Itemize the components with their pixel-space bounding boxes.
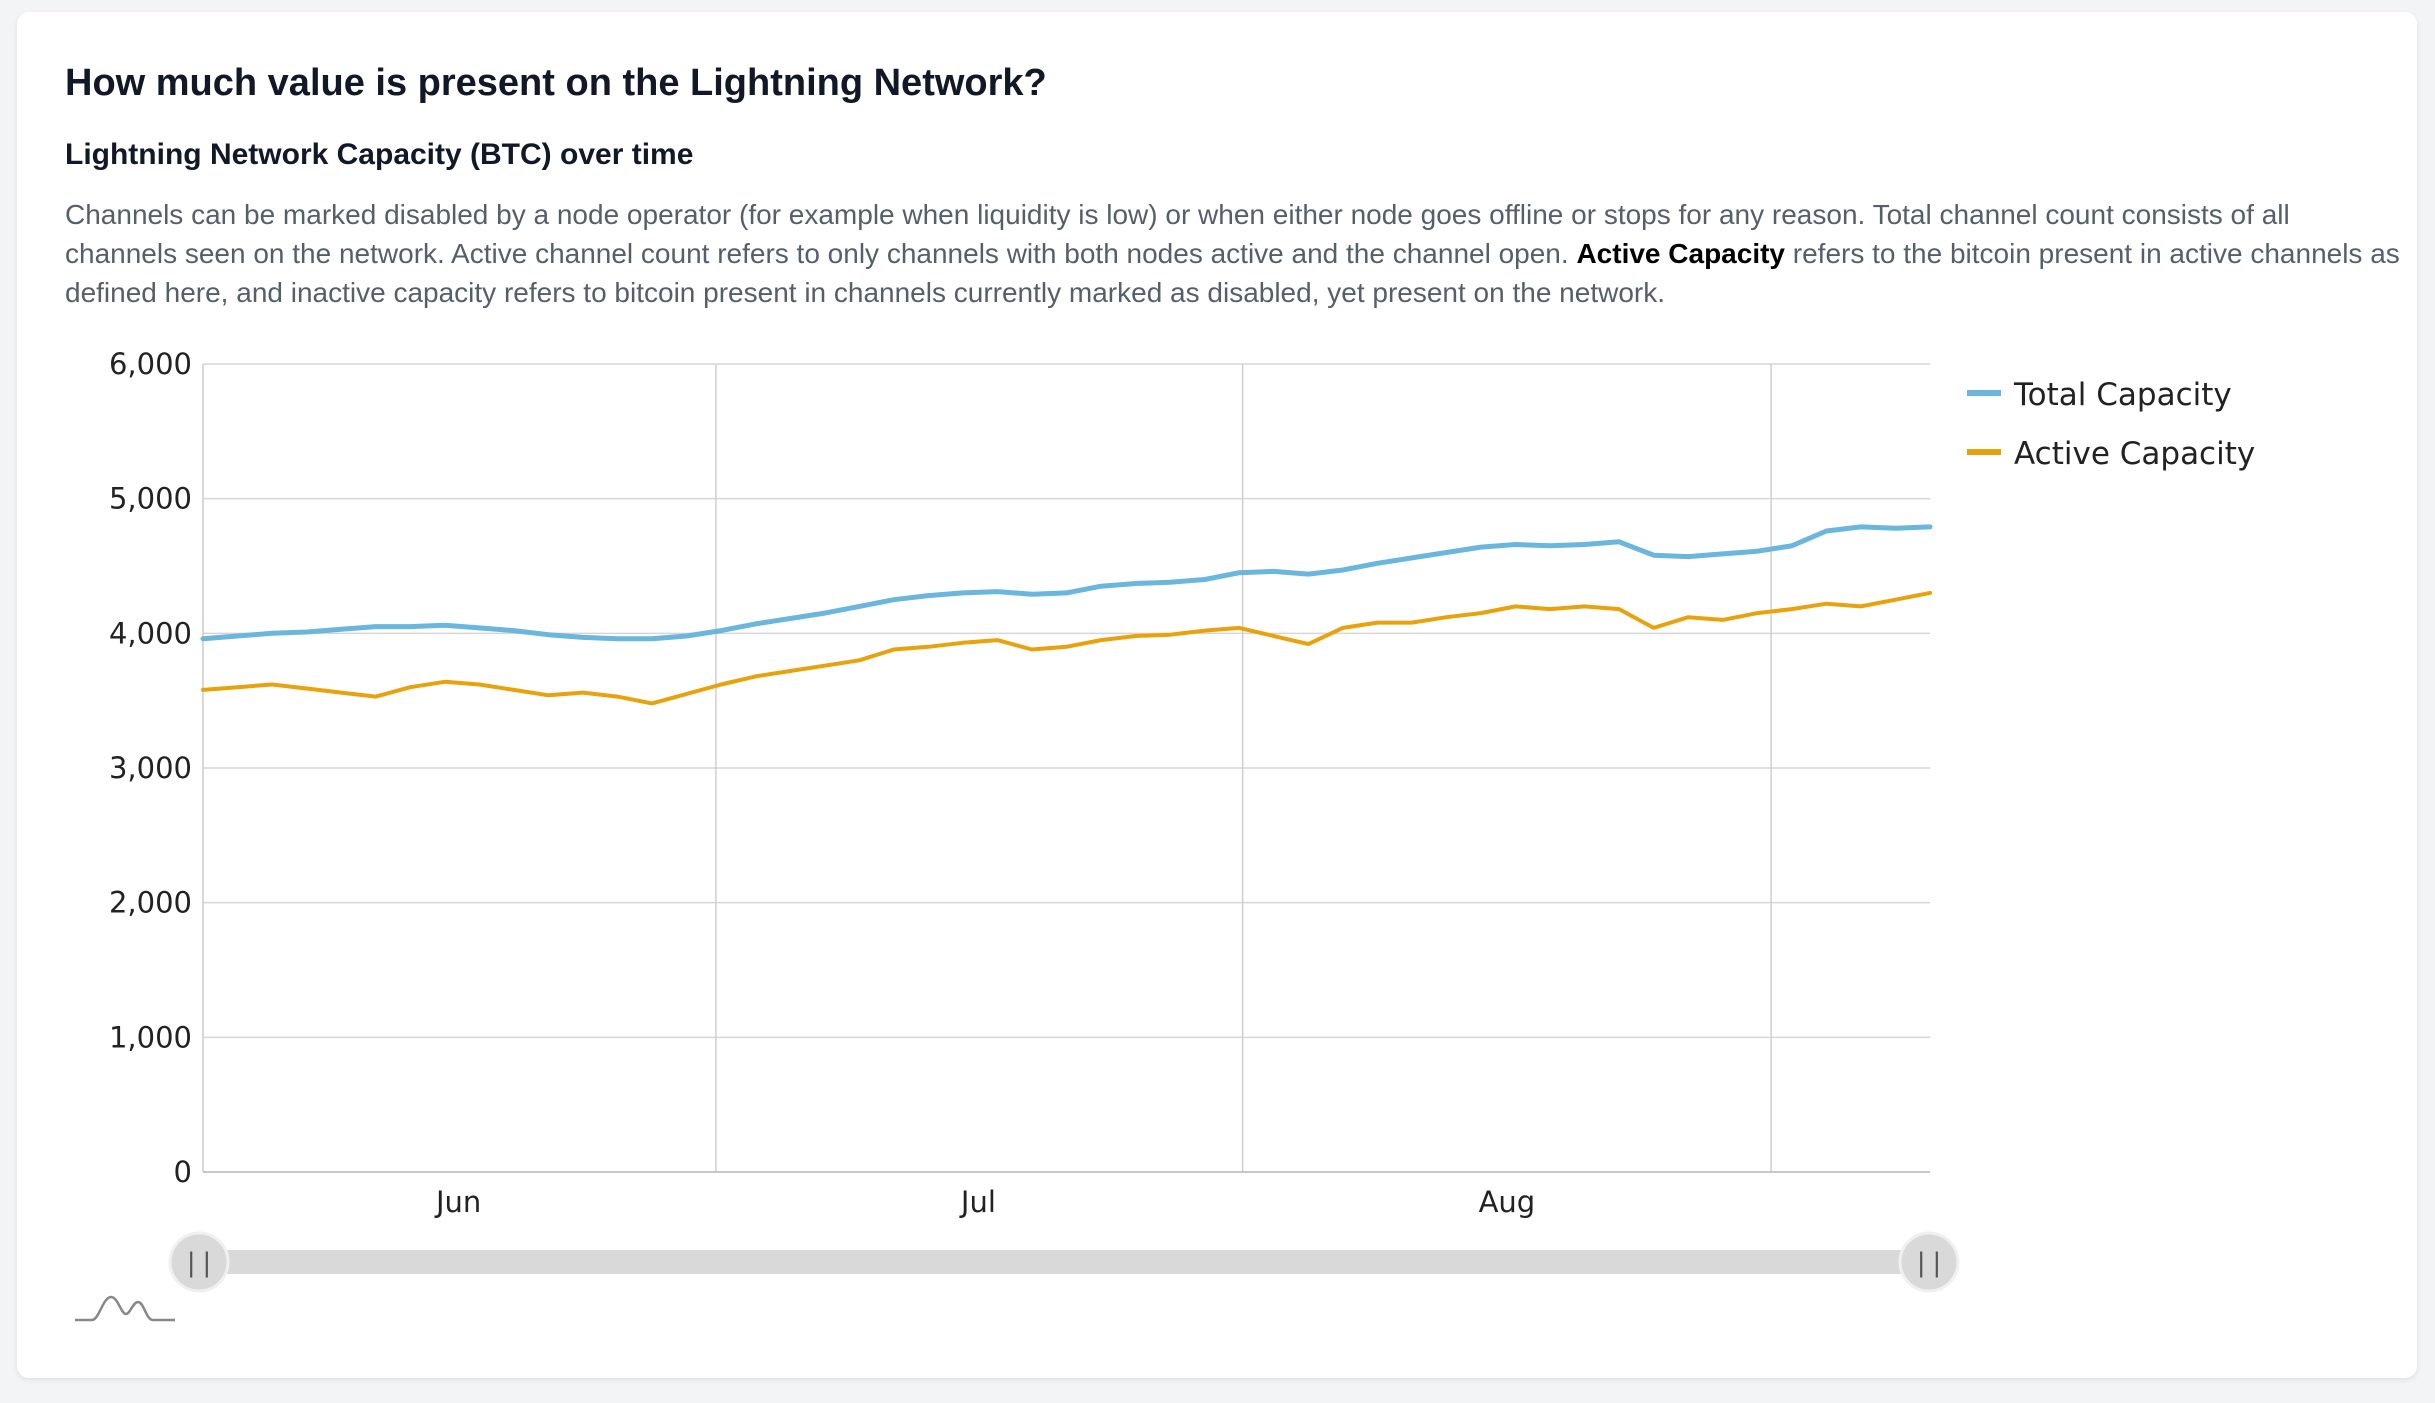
series-line-total-capacity[interactable] bbox=[200, 524, 1933, 642]
legend-item-active[interactable]: Active Capacity bbox=[1967, 436, 2255, 472]
x-tick-label: Aug bbox=[1479, 1185, 1536, 1219]
chart-subtitle: Lightning Network Capacity (BTC) over ti… bbox=[65, 138, 694, 171]
series-layer bbox=[200, 524, 1933, 706]
series-line-active-capacity[interactable] bbox=[201, 590, 1932, 706]
legend-item-total[interactable]: Total Capacity bbox=[1967, 377, 2232, 413]
y-tick-label: 3,000 bbox=[109, 751, 192, 785]
capacity-chart: 0 1,000 2,000 3,000 4,000 5,000 6,000 Jun Jul Aug… bbox=[75, 347, 2255, 1322]
y-tick-label: 4,000 bbox=[109, 616, 192, 650]
x-tick-label: Jul bbox=[959, 1185, 996, 1219]
zoom-track[interactable] bbox=[199, 1250, 1945, 1274]
zoom-handle-left-knob[interactable] bbox=[168, 1231, 230, 1293]
y-tick-label: 2,000 bbox=[109, 886, 192, 920]
y-tick-label: 0 bbox=[174, 1155, 192, 1189]
legend-label-active: Active Capacity bbox=[2014, 436, 2255, 472]
zoom-slider[interactable]: || || bbox=[75, 1231, 1960, 1322]
legend: Total Capacity Active Capacity bbox=[1967, 377, 2255, 472]
chart-description: Channels can be marked disabled by a nod… bbox=[65, 195, 2405, 312]
zoom-handle-left-grip: || bbox=[183, 1248, 214, 1278]
zoom-handle-left[interactable]: || bbox=[168, 1231, 230, 1293]
y-tick-label: 6,000 bbox=[109, 347, 192, 381]
zoom-handle-right-knob[interactable] bbox=[1898, 1231, 1960, 1293]
axes: 0 1,000 2,000 3,000 4,000 5,000 6,000 Jun Jul Aug bbox=[109, 347, 1930, 1219]
grid bbox=[203, 363, 1930, 1173]
y-tick-label: 1,000 bbox=[109, 1020, 192, 1054]
zoom-handle-right-grip: || bbox=[1913, 1248, 1944, 1278]
zoom-handle-right[interactable]: || bbox=[1898, 1231, 1960, 1293]
sparkline-icon bbox=[75, 1295, 175, 1322]
description-text-2: refers to the bitcoin present in active … bbox=[65, 238, 2400, 308]
x-tick-label: Jun bbox=[434, 1185, 481, 1219]
y-tick-label: 5,000 bbox=[109, 482, 192, 516]
chart-card: How much value is present on the Lightni… bbox=[17, 12, 2417, 1378]
page-title: How much value is present on the Lightni… bbox=[65, 62, 1047, 104]
legend-label-total: Total Capacity bbox=[2013, 377, 2232, 413]
description-bold: Active Capacity bbox=[1576, 238, 1785, 269]
description-text-1: Channels can be marked disabled by a nod… bbox=[65, 199, 2290, 269]
